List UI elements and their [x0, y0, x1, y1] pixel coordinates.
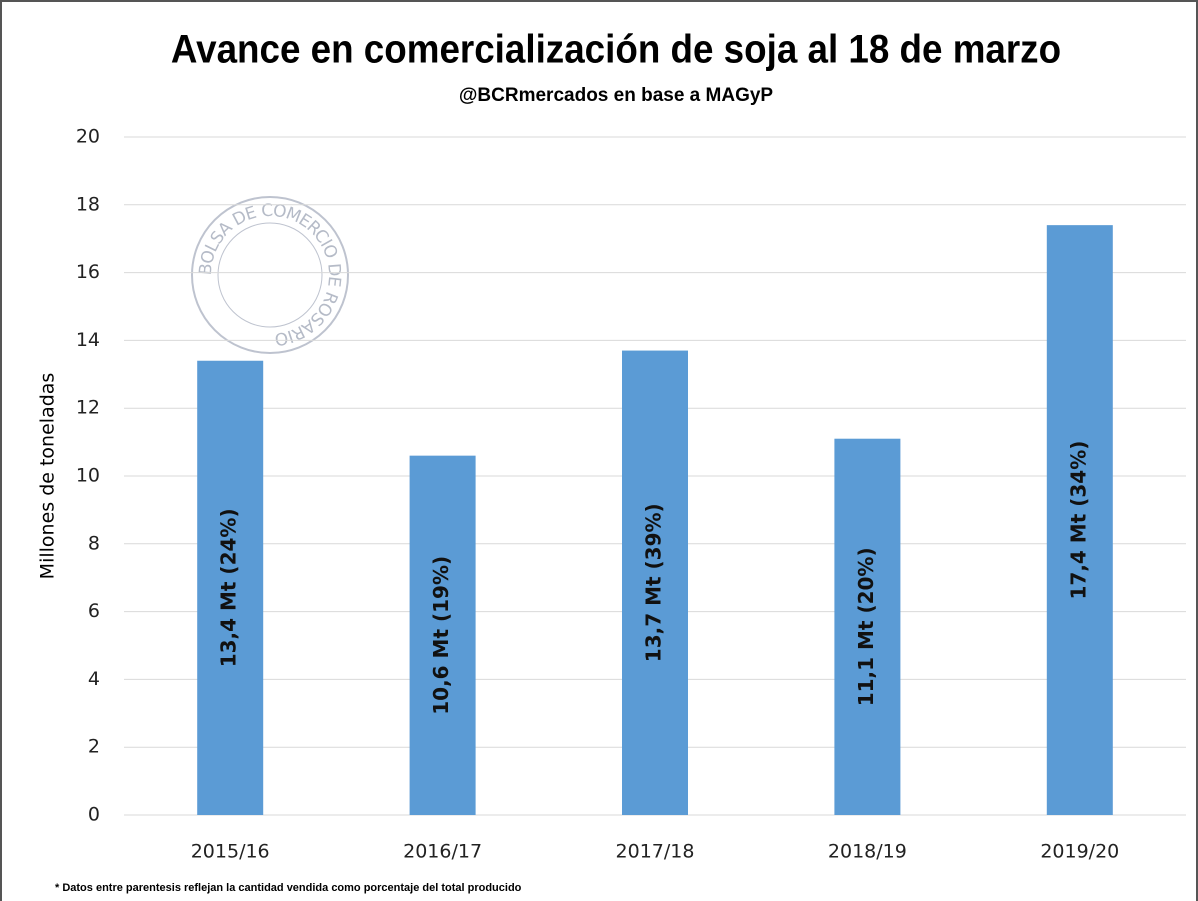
value-label: 10,6 Mt (19%) — [429, 556, 453, 715]
y-tick-label: 12 — [76, 397, 100, 419]
bar — [1046, 225, 1113, 815]
y-tick-label: 14 — [76, 329, 100, 351]
value-label: 17,4 Mt (34%) — [1066, 441, 1090, 600]
y-tick-label: 20 — [76, 126, 100, 148]
y-axis-label: Millones de toneladas — [37, 373, 59, 580]
y-tick-label: 10 — [76, 465, 100, 487]
value-label: 13,4 Mt (24%) — [217, 508, 241, 667]
y-tick-label: 18 — [76, 193, 100, 215]
y-tick-label: 6 — [88, 600, 100, 622]
y-tick-label: 0 — [88, 804, 100, 826]
bar — [409, 455, 476, 815]
bar — [197, 360, 264, 815]
value-label: 13,7 Mt (39%) — [642, 503, 666, 662]
bar — [622, 350, 688, 815]
y-tick-label: 16 — [76, 261, 100, 283]
chart-title: Avance en comercialización de soja al 18… — [171, 27, 1061, 72]
x-tick-label: 2016/17 — [403, 841, 482, 863]
x-tick-label: 2018/19 — [828, 841, 907, 863]
chart-subtitle: @BCRmercados en base a MAGyP — [459, 85, 774, 106]
value-label: 11,1 Mt (20%) — [854, 547, 878, 706]
bar — [834, 438, 901, 815]
y-tick-label: 2 — [88, 736, 100, 758]
y-tick-label: 8 — [88, 532, 100, 554]
x-tick-label: 2015/16 — [191, 841, 270, 863]
x-tick-label: 2017/18 — [616, 841, 695, 863]
footnote: * Datos entre parentesis reflejan la can… — [55, 882, 522, 894]
x-tick-label: 2019/20 — [1040, 841, 1119, 863]
watermark-logo: BOLSA DE COMERCIO DE ROSARIO — [191, 196, 349, 354]
y-tick-label: 4 — [88, 668, 100, 690]
